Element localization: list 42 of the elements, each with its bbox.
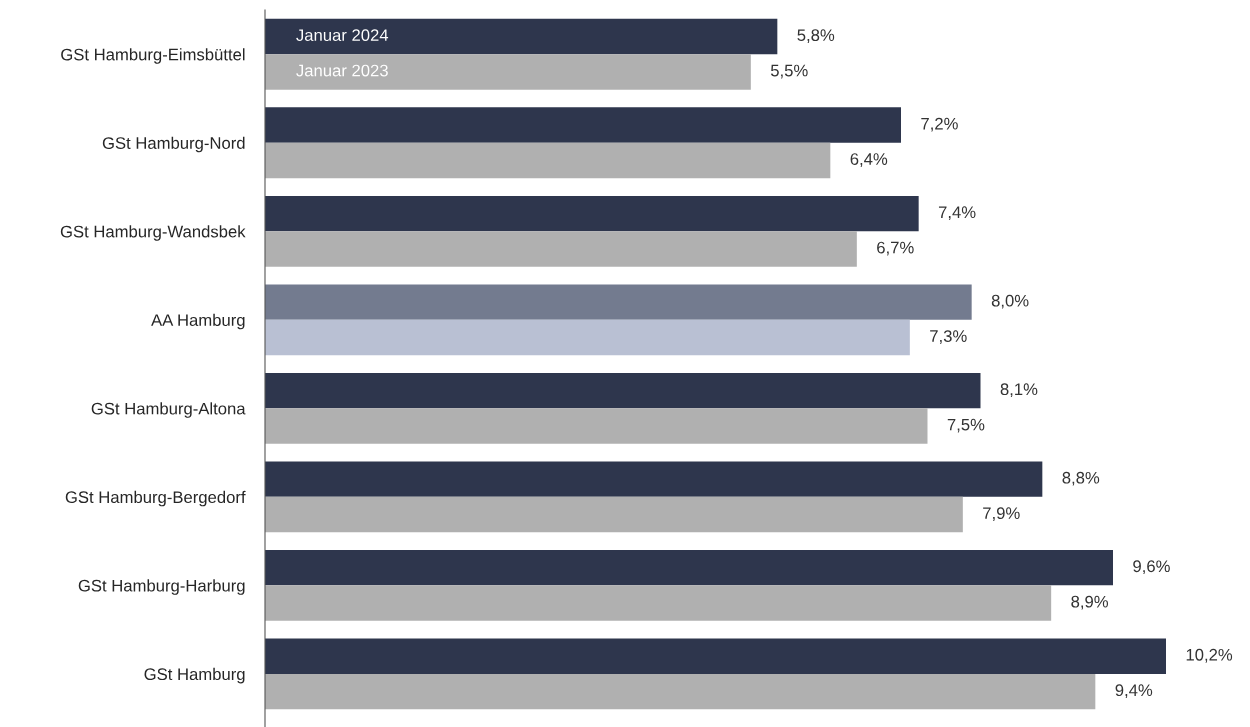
data-label: 8,1% <box>1000 383 1038 398</box>
bar <box>265 372 981 409</box>
y-tick-label: GSt Hamburg <box>144 667 245 684</box>
data-label: 9,6% <box>1133 560 1170 575</box>
y-tick-label: GSt Hamburg-Altona <box>91 402 246 418</box>
bar <box>265 319 910 356</box>
data-label: 7,3% <box>930 330 967 344</box>
y-tick-label: GSt Hamburg-Bergedorf <box>65 490 246 507</box>
data-label: 5,5% <box>770 64 808 79</box>
bar <box>265 54 751 90</box>
bar <box>265 142 831 179</box>
series-label: Januar 2023 <box>296 64 388 77</box>
bar <box>265 549 1113 586</box>
data-label: 8,0% <box>991 294 1029 309</box>
data-label: 6,4% <box>850 153 888 167</box>
y-tick-label: GSt Hamburg-Wandsbek <box>60 225 246 241</box>
data-label: 7,9% <box>983 507 1020 521</box>
data-label: 8,8% <box>1062 471 1100 486</box>
bar <box>265 107 901 143</box>
bar <box>265 461 1043 497</box>
bar <box>265 496 963 533</box>
data-label: 7,5% <box>947 418 985 433</box>
bar <box>265 673 1096 710</box>
bar <box>265 195 919 232</box>
data-label: 5,8% <box>797 29 835 43</box>
data-label: 7,2% <box>921 117 958 132</box>
y-tick-label: GSt Hamburg-Nord <box>102 136 245 153</box>
data-label: 7,4% <box>938 206 976 221</box>
y-tick-label: GSt Hamburg-Eimsbüttel <box>61 48 245 64</box>
data-label: 9,4% <box>1115 684 1153 699</box>
bar <box>265 585 1052 621</box>
y-tick-label: GSt Hamburg-Harburg <box>78 579 245 595</box>
data-label: 10,2% <box>1186 648 1233 663</box>
data-label: 6,7% <box>877 241 914 256</box>
y-tick-label: AA Hamburg <box>151 313 245 330</box>
bar <box>265 408 928 444</box>
data-label: 8,9% <box>1071 595 1109 610</box>
series-label: Januar 2024 <box>296 29 389 42</box>
bar <box>265 638 1166 674</box>
bar <box>265 284 972 320</box>
bar <box>265 231 857 267</box>
bar <box>265 18 778 55</box>
